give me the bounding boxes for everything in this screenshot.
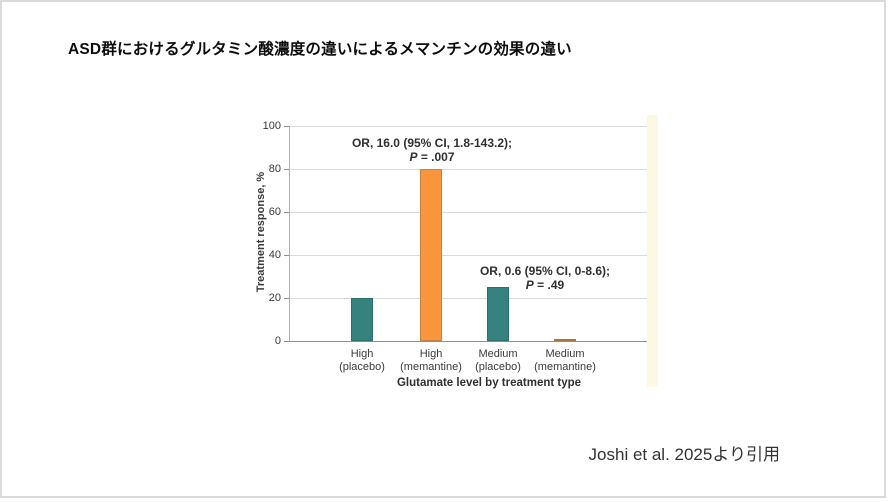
category-line1: Medium — [478, 348, 518, 360]
y-axis-tick — [284, 126, 289, 127]
gridline — [289, 255, 647, 256]
annotation-p-line: P = .007 — [409, 150, 455, 164]
y-axis-tick — [284, 255, 289, 256]
y-tick-label: 20 — [268, 292, 281, 304]
gridline — [289, 298, 647, 299]
figure-background-strip — [647, 115, 658, 387]
category-line2: (placebo) — [339, 361, 385, 373]
category-line1: High — [419, 348, 443, 360]
y-axis-tick — [284, 212, 289, 213]
category-line1: Medium — [545, 348, 585, 360]
y-tick-label: 60 — [268, 206, 281, 218]
x-category-label: High (memantine) — [381, 348, 481, 374]
y-axis-tick — [284, 169, 289, 170]
x-axis-label: Glutamate level by treatment type — [396, 377, 582, 389]
x-axis-line — [289, 341, 647, 342]
category-line2: (memantine) — [400, 361, 462, 373]
x-category-label: Medium (memantine) — [515, 348, 615, 374]
gridline — [289, 126, 647, 127]
bar-medium-placebo — [487, 287, 509, 341]
x-category-label: Medium (placebo) — [448, 348, 548, 374]
bar-annotation: OR, 16.0 (95% CI, 1.8-143.2); P = .007 — [352, 136, 512, 164]
citation: Joshi et al. 2025より引用 — [588, 445, 780, 464]
bar-high-placebo — [351, 298, 373, 341]
gridline — [289, 169, 647, 170]
y-axis-tick — [284, 341, 289, 342]
bar-chart-figure: Treatment response, % Glutamate level by… — [237, 107, 662, 397]
category-line1: High — [350, 348, 374, 360]
annotation-or-line: OR, 16.0 (95% CI, 1.8-143.2); — [351, 136, 513, 150]
y-tick-label: 80 — [268, 163, 281, 175]
gridline — [289, 212, 647, 213]
slide-title: ASD群におけるグルタミン酸濃度の違いによるメマンチンの効果の違い — [68, 41, 572, 58]
y-axis-line — [289, 126, 290, 341]
bar-high-memantine — [420, 169, 442, 341]
y-axis-label: Treatment response, % — [255, 171, 267, 292]
y-tick-label: 40 — [268, 249, 281, 261]
bar-medium-memantine — [554, 339, 576, 341]
y-tick-label: 0 — [274, 335, 281, 347]
category-line2: (memantine) — [534, 361, 596, 373]
annotation-p-line: P = .49 — [525, 278, 565, 292]
y-axis-tick — [284, 298, 289, 299]
y-tick-label: 100 — [262, 120, 281, 132]
category-line2: (placebo) — [475, 361, 521, 373]
bar-annotation: OR, 0.6 (95% CI, 0-8.6); P = .49 — [480, 264, 610, 292]
annotation-or-line: OR, 0.6 (95% CI, 0-8.6); — [479, 264, 611, 278]
x-category-label: High (placebo) — [312, 348, 412, 374]
